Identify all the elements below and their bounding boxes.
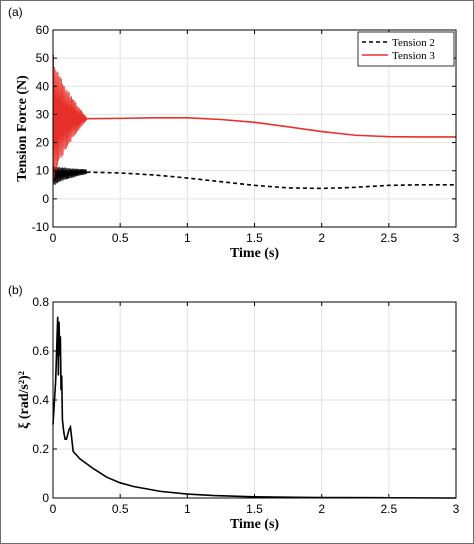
y-tick-label: 40 <box>36 79 50 93</box>
y-axis-label: ξ (rad/s²)² <box>17 371 32 429</box>
y-tick-label: -10 <box>32 220 50 234</box>
y-tick-label: 0 <box>42 491 49 505</box>
y-tick-label: 0.6 <box>32 344 49 358</box>
x-tick-label: 2 <box>318 231 325 245</box>
x-tick-label: 2.5 <box>380 502 397 516</box>
y-tick-label: 20 <box>36 136 50 150</box>
x-tick-label: 3 <box>453 502 460 516</box>
x-tick-label: 1.5 <box>246 231 263 245</box>
x-tick-label: 0 <box>50 502 57 516</box>
chart-b: 0 0.5 1 1.5 2 2.5 3 0 0.2 0.4 0.6 0.8 Time (s) ξ (rad… <box>17 295 460 532</box>
y-tick-label: 0 <box>42 192 49 206</box>
x-tick-label: 2 <box>318 502 325 516</box>
x-tick-label: 2.5 <box>380 231 397 245</box>
series-oscillation-2 <box>52 54 87 182</box>
x-axis-label: Time (s) <box>230 517 279 532</box>
x-tick-label: 0.5 <box>112 231 129 245</box>
y-tick-label: 60 <box>36 23 50 37</box>
x-tick-label: 1 <box>184 231 191 245</box>
y-axis-label: Tension Force (N) <box>15 75 30 182</box>
series-line-1 <box>52 316 457 499</box>
series-line-1 <box>86 171 456 190</box>
series-line-2 <box>86 117 456 138</box>
legend-label-2: Tension 3 <box>392 50 435 62</box>
y-tick-label: 0.4 <box>32 393 49 407</box>
panel-b-label: (b) <box>8 283 23 297</box>
series-oscillation-1 <box>52 165 87 188</box>
x-axis-label: Time (s) <box>230 246 279 261</box>
legend-label-1: Tension 2 <box>392 37 435 49</box>
x-tick-label: 0 <box>50 231 57 245</box>
y-tick-label: 0.2 <box>32 442 49 456</box>
x-tick-label: 1.5 <box>246 502 263 516</box>
y-tick-label: 10 <box>36 164 50 178</box>
y-tick-label: 50 <box>36 51 50 65</box>
y-tick-label: 0.8 <box>32 295 49 309</box>
x-tick-label: 1 <box>184 502 191 516</box>
y-tick-label: 30 <box>36 107 50 121</box>
panel-a-label: (a) <box>8 5 23 19</box>
legend-box <box>357 31 455 67</box>
x-tick-label: 3 <box>453 231 460 245</box>
x-tick-label: 0.5 <box>112 502 129 516</box>
